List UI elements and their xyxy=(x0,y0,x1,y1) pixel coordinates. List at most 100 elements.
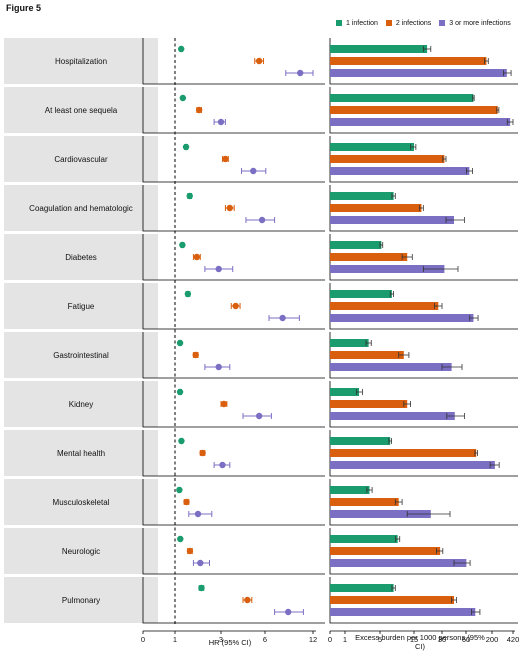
outcome-label-gastrointestinal: Gastrointestinal xyxy=(4,332,158,378)
burden-3-infections-cardiovascular-bar xyxy=(330,167,470,175)
burden-3-infections-gastrointestinal-bar xyxy=(330,363,452,371)
legend: 1 infection 2 infections 3 or more infec… xyxy=(336,20,517,27)
burden-row-frame-kidney xyxy=(329,381,518,428)
burden-x-tick-label-1: 1 xyxy=(343,635,347,644)
burden-2-infections-fatigue-bar xyxy=(330,302,439,310)
burden-row-frame-at-least-one-sequela xyxy=(329,87,518,134)
burden-3-infections-musculoskeletal-bar xyxy=(330,510,431,518)
burden-row-frame-neurologic xyxy=(329,528,518,575)
burden-row-frame-hospitalization xyxy=(329,38,518,85)
hr-2-infections-pulmonary-point xyxy=(244,596,251,604)
burden-1-infection-at-least-one-sequela-bar xyxy=(330,94,474,102)
hr-2-infections-hospitalization-point xyxy=(255,57,263,65)
burden-row-frame-fatigue xyxy=(329,283,518,330)
hr-1-infection-hospitalization-point xyxy=(178,45,185,53)
hr-3-infections-hospitalization-point xyxy=(297,69,304,77)
burden-axis-title: Excess burden per 1000 persons (95% CI) xyxy=(355,633,485,651)
hr-1-infection-neurologic-point xyxy=(177,535,184,543)
legend-label-1-infection: 1 infection xyxy=(346,20,378,27)
hr-3-infections-cardiovascular-point xyxy=(250,167,257,175)
hr-3-infections-fatigue-point xyxy=(279,314,286,322)
hr-2-infections-coagulation-and-hematologic-point xyxy=(226,204,233,212)
hr-row-frame-kidney xyxy=(142,381,325,428)
hr-2-infections-musculoskeletal-point xyxy=(183,498,190,506)
hr-row-frame-coagulation-and-hematologic xyxy=(142,185,325,232)
burden-2-infections-cardiovascular-bar xyxy=(330,155,445,163)
hr-row-frame-neurologic xyxy=(142,528,325,575)
hr-row-frame-cardiovascular xyxy=(142,136,325,183)
outcome-label-at-least-one-sequela: At least one sequela xyxy=(4,87,158,133)
hr-x-tick-label-6: 6 xyxy=(263,635,267,644)
hr-2-infections-fatigue-point xyxy=(232,302,239,310)
hr-x-tick-label-1: 1 xyxy=(173,635,177,644)
burden-2-infections-musculoskeletal-bar xyxy=(330,498,399,506)
hr-x-tick-label-12: 12 xyxy=(309,635,317,644)
burden-bar-panel: 0 1 5 15 30 60 200 420 xyxy=(328,38,519,644)
legend-label-2-infections: 2 infections xyxy=(395,20,432,27)
burden-2-infections-neurologic-bar xyxy=(330,547,441,555)
burden-2-infections-pulmonary-bar xyxy=(330,596,454,604)
hr-2-infections-at-least-one-sequela-point xyxy=(195,106,203,114)
legend-item-2-infections: 2 infections xyxy=(385,20,432,27)
burden-1-infection-hospitalization-bar xyxy=(330,45,428,53)
burden-2-infections-kidney-bar xyxy=(330,400,408,408)
burden-1-infection-cardiovascular-bar xyxy=(330,143,414,151)
hr-1-infection-coagulation-and-hematologic-point xyxy=(186,192,193,200)
burden-3-infections-fatigue-bar xyxy=(330,314,474,322)
hr-3-infections-coagulation-and-hematologic-point xyxy=(258,216,266,224)
burden-1-infection-kidney-bar xyxy=(330,388,359,396)
burden-x-tick-label-60: 60 xyxy=(462,635,470,644)
outcome-label-pulmonary: Pulmonary xyxy=(4,577,158,623)
hr-2-infections-mental-health-point xyxy=(199,449,206,457)
outcome-label-musculoskeletal: Musculoskeletal xyxy=(4,479,158,525)
outcome-label-fatigue: Fatigue xyxy=(4,283,158,329)
burden-row-frame-diabetes xyxy=(329,234,518,281)
hr-1-infection-gastrointestinal-point xyxy=(176,339,184,347)
burden-2-infections-diabetes-bar xyxy=(330,253,408,261)
hr-1-infection-kidney-point xyxy=(176,388,184,396)
legend-item-1-infection: 1 infection xyxy=(336,20,378,27)
burden-2-infections-mental-health-bar xyxy=(330,449,477,457)
burden-3-infections-at-least-one-sequela-bar xyxy=(330,118,511,126)
burden-3-infections-diabetes-bar xyxy=(330,265,445,273)
burden-row-frame-mental-health xyxy=(329,430,518,477)
burden-3-infections-kidney-bar xyxy=(330,412,455,420)
burden-3-infections-neurologic-bar xyxy=(330,559,467,567)
burden-x-tick-label-5: 5 xyxy=(378,635,382,644)
hr-3-infections-at-least-one-sequela-point xyxy=(217,118,225,126)
burden-3-infections-coagulation-and-hematologic-bar xyxy=(330,216,454,224)
hr-x-tick-label-0: 0 xyxy=(141,635,145,644)
hr-row-frame-hospitalization xyxy=(142,38,325,85)
burden-2-infections-at-least-one-sequela-bar xyxy=(330,106,498,114)
hr-row-frame-at-least-one-sequela xyxy=(142,87,325,134)
hr-2-infections-cardiovascular-point xyxy=(222,155,229,163)
hr-row-frame-fatigue xyxy=(142,283,325,330)
hr-3-infections-mental-health-point xyxy=(219,461,226,469)
hr-3-infections-pulmonary-point xyxy=(285,608,292,616)
outcome-label-kidney: Kidney xyxy=(4,381,158,427)
burden-1-infection-gastrointestinal-bar xyxy=(330,339,369,347)
hr-row-frame-diabetes xyxy=(142,234,325,281)
burden-1-infection-pulmonary-bar xyxy=(330,584,394,592)
burden-x-tick-label-15: 15 xyxy=(410,635,418,644)
hr-row-frame-mental-health xyxy=(142,430,325,477)
burden-1-infection-musculoskeletal-bar xyxy=(330,486,370,494)
burden-2-infections-gastrointestinal-bar xyxy=(330,351,404,359)
burden-x-tick-label-0: 0 xyxy=(328,635,332,644)
hr-1-infection-diabetes-point xyxy=(179,241,186,249)
outcome-label-cardiovascular: Cardiovascular xyxy=(4,136,158,182)
hr-1-infection-at-least-one-sequela-point xyxy=(179,94,187,102)
burden-3-infections-pulmonary-bar xyxy=(330,608,476,616)
hr-1-infection-cardiovascular-point xyxy=(182,143,190,151)
hr-3-infections-kidney-point xyxy=(255,412,263,420)
burden-1-infection-fatigue-bar xyxy=(330,290,392,298)
hr-row-frame-musculoskeletal xyxy=(142,479,325,526)
burden-2-infections-hospitalization-bar xyxy=(330,57,487,65)
burden-1-infection-mental-health-bar xyxy=(330,437,391,445)
burden-3-infections-mental-health-bar xyxy=(330,461,495,469)
hr-forest-panel: 0 1 3 6 12 xyxy=(141,38,325,644)
hr-1-infection-pulmonary-point xyxy=(198,584,205,592)
hr-2-infections-kidney-point xyxy=(220,400,228,408)
burden-x-tick-label-200: 200 xyxy=(486,635,499,644)
burden-1-infection-diabetes-bar xyxy=(330,241,382,249)
